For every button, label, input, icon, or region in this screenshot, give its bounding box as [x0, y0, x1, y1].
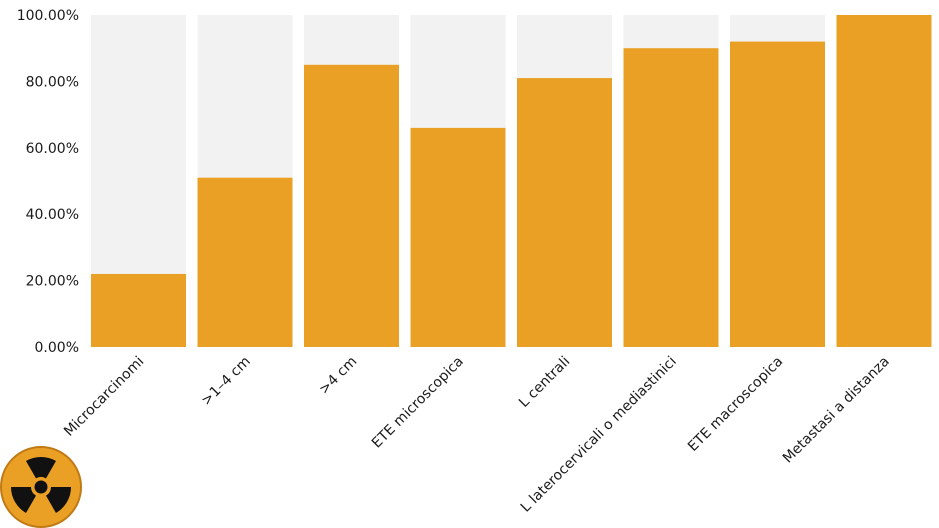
bar [730, 41, 825, 348]
y-tick-label: 60.00% [26, 141, 79, 157]
x-tick-label: Metastasi a distanza [780, 354, 893, 467]
bar [91, 273, 186, 347]
bar [410, 127, 506, 347]
x-tick-label: L centrali [516, 354, 573, 411]
y-axis-ticks: 0.00% 20.00% 40.00% 60.00% 80.00% 100.00% [17, 8, 79, 356]
x-axis-category-labels: Microcarcinomi >1–4 cm >4 cm ETE microscopi… [61, 354, 893, 516]
y-tick-label: 20.00% [26, 274, 79, 290]
x-tick-label: >1–4 cm [198, 354, 253, 409]
bar [304, 64, 399, 348]
bar [517, 78, 612, 347]
x-tick-label: ETE microscopica [369, 354, 467, 452]
bar [623, 48, 719, 347]
radiation-icon-center [34, 480, 48, 494]
y-tick-label: 100.00% [17, 8, 79, 24]
y-tick-label: 0.00% [35, 340, 79, 356]
y-tick-label: 40.00% [26, 207, 79, 223]
bar-layer [91, 15, 932, 348]
radiation-icon-blade [26, 457, 56, 479]
x-tick-label: ETE macroscopica [685, 354, 786, 455]
x-tick-label: >4 cm [316, 354, 360, 398]
radiation-icon-trefoil [11, 457, 71, 513]
radiation-icon-blade [11, 487, 36, 513]
radiation-icon-rim [0, 446, 82, 528]
radiation-icon-blade [46, 487, 71, 513]
bar [197, 177, 293, 347]
y-tick-label: 80.00% [26, 74, 79, 90]
bar [836, 15, 932, 347]
x-tick-label: Microcarcinomi [61, 354, 147, 440]
radiation-icon [0, 446, 82, 528]
